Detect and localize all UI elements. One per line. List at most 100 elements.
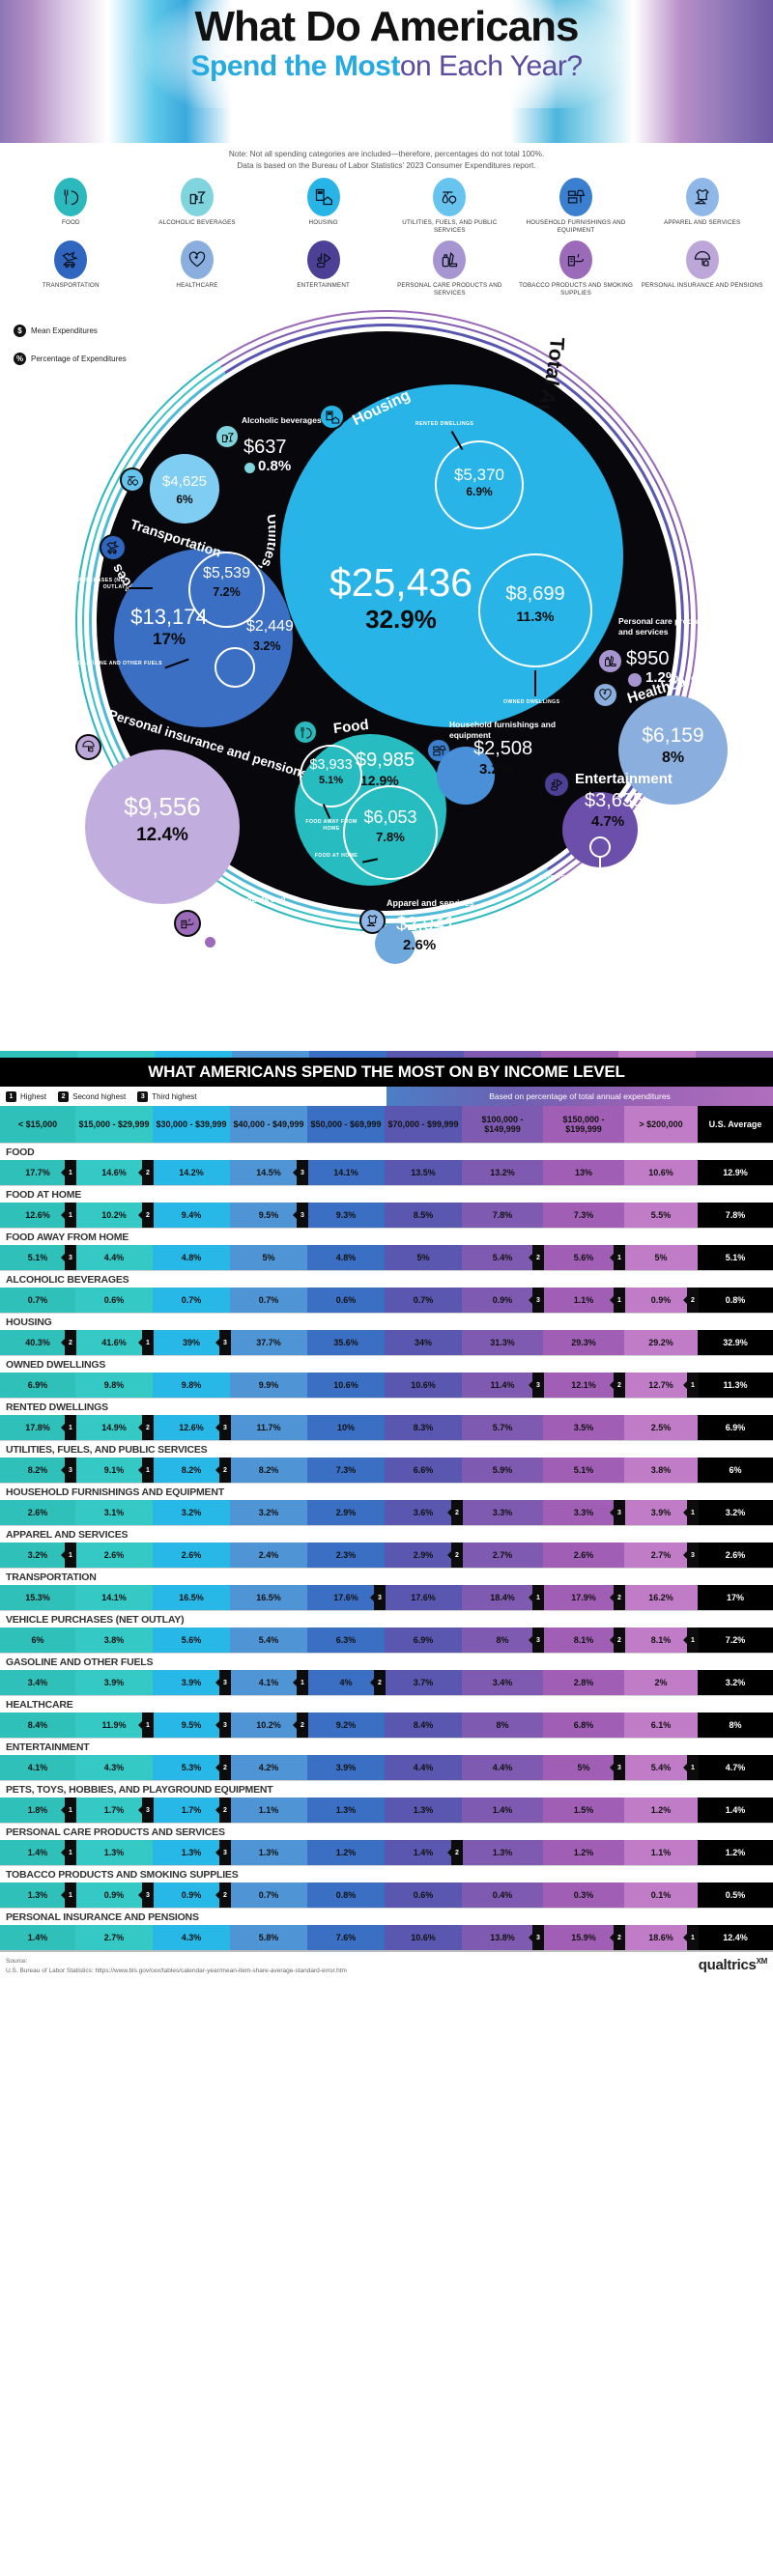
cell-value: 1.7% 3 bbox=[75, 1798, 154, 1824]
brand-name: qualtrics bbox=[698, 1957, 757, 1974]
table-top-color-strip bbox=[0, 1051, 773, 1059]
cell-value: 17.6% 3 bbox=[307, 1585, 386, 1611]
icon-legend-item-10[interactable]: TOBACCO PRODUCTS AND SMOKING SUPPLIES bbox=[513, 240, 640, 297]
cell-value: 11.9% 1 bbox=[75, 1713, 154, 1739]
icon-legend-item-6[interactable]: TRANSPORTATION bbox=[8, 240, 134, 297]
cell-value: 2.4% bbox=[230, 1543, 307, 1569]
fork-plate-icon bbox=[54, 177, 88, 216]
page-footer: Source: U.S. Bureau of Labor Statistics:… bbox=[0, 1950, 773, 1976]
row-label: FOOD AT HOME bbox=[6, 1189, 82, 1202]
rank-marker: 1 bbox=[65, 1543, 76, 1569]
icon-legend-item-5[interactable]: APPAREL AND SERVICES bbox=[639, 177, 765, 235]
cell-value: 4.8% bbox=[307, 1245, 385, 1271]
cell-value: 2% bbox=[624, 1670, 698, 1696]
icon-legend-item-9[interactable]: PERSONAL CARE PRODUCTS AND SERVICES bbox=[386, 240, 513, 297]
cell-value: 4.4% bbox=[462, 1755, 543, 1781]
bubble-food-home-label: FOOD AT HOME bbox=[314, 853, 358, 860]
rank-marker: 2 bbox=[142, 1415, 154, 1441]
rank-marker: 3 bbox=[532, 1925, 544, 1951]
icon-legend-label: HOUSEHOLD FURNISHINGS AND EQUIPMENT bbox=[526, 218, 626, 234]
cell-value: 1.3% bbox=[230, 1840, 307, 1866]
cell-value: 7.8% bbox=[462, 1203, 543, 1229]
rank-marker: 1 bbox=[532, 1585, 544, 1611]
cell-value: 2.6% bbox=[75, 1543, 153, 1569]
cell-value: 14.2% bbox=[153, 1160, 230, 1186]
rank-marker: 1 bbox=[614, 1245, 625, 1271]
cell-value: 1.4% bbox=[462, 1798, 543, 1824]
bubble-owned-dwellings[interactable] bbox=[478, 553, 592, 668]
pipe-cigarette-icon bbox=[559, 240, 593, 279]
cell-value: 1.8% 1 bbox=[0, 1798, 76, 1824]
bubble-food-away[interactable] bbox=[300, 745, 362, 808]
row-label: HOUSEHOLD FURNISHINGS AND EQUIPMENT bbox=[6, 1486, 224, 1499]
table-row: 1.3% 1 0.9% 3 0.9% 2 0.7% 0.8% 0.6% 0.4% 0.3% 0.1% 0… bbox=[0, 1882, 773, 1909]
cell-value: 2.6% bbox=[543, 1543, 624, 1569]
icon-legend-item-7[interactable]: HEALTHCARE bbox=[134, 240, 261, 297]
icon-legend-item-8[interactable]: ENTERTAINMENT bbox=[260, 240, 386, 297]
cell-value: 3.7% bbox=[385, 1670, 462, 1696]
rank-marker: 3 bbox=[532, 1628, 544, 1654]
column-header-0: < $15,000 bbox=[0, 1106, 75, 1144]
note-line-2: Data is based on the Bureau of Labor Sta… bbox=[237, 160, 536, 170]
cell-value: 12.1% 2 bbox=[543, 1373, 625, 1399]
bubble-personal-care-label: Personal care products and services bbox=[618, 616, 710, 637]
icon-legend-item-2[interactable]: HOUSING bbox=[260, 177, 386, 235]
table-section: HOUSEHOLD FURNISHINGS AND EQUIPMENT 2.6% 3… bbox=[0, 1483, 773, 1526]
owned-dwellings-leader bbox=[534, 670, 536, 697]
play-music-icon bbox=[543, 771, 570, 799]
page-header: What Do Americans Spend the Moston Each … bbox=[0, 0, 773, 143]
rank-marker: 3 bbox=[297, 1160, 308, 1186]
cell-value: 1.3% bbox=[307, 1798, 385, 1824]
table-section: OWNED DWELLINGS 6.9% 9.8% 9.8% 9.9% 10.6% 10.6… bbox=[0, 1355, 773, 1399]
bubble-personal-care-dot[interactable] bbox=[628, 673, 642, 688]
table-row: 4.1% 4.3% 5.3% 2 4.2% 3.9% 4.4% 4.4% 5% 3 5.4% 1 4.7… bbox=[0, 1755, 773, 1781]
apparel-text: Apparel and services bbox=[386, 898, 474, 909]
icon-legend-item-3[interactable]: UTILITIES, FUELS, AND PUBLIC SERVICES bbox=[386, 177, 513, 235]
column-header-3: $40,000 - $49,999 bbox=[230, 1106, 307, 1144]
cell-value: 0.3% bbox=[543, 1882, 624, 1909]
cell-value: 2.5% bbox=[624, 1415, 698, 1441]
bubble-rented-dwellings[interactable] bbox=[435, 440, 524, 530]
row-label: FOOD AWAY FROM HOME bbox=[6, 1231, 129, 1244]
cell-value: 8.1% 1 bbox=[624, 1628, 699, 1654]
bubble-pets-toys[interactable] bbox=[589, 836, 611, 859]
rank-legend-band: 1 Highest 2 Second highest 3 Third highe… bbox=[0, 1087, 773, 1107]
rank-marker: 2 bbox=[374, 1670, 386, 1696]
bubble-apparel[interactable] bbox=[375, 923, 415, 965]
bubble-tobacco-dot[interactable] bbox=[205, 937, 215, 948]
bubble-household-furnishings[interactable] bbox=[437, 747, 495, 806]
cell-value: 29.2% bbox=[624, 1330, 698, 1356]
row-label: GASOLINE AND OTHER FUELS bbox=[6, 1656, 154, 1669]
cell-value: 14.6% 2 bbox=[75, 1160, 154, 1186]
bubble-healthcare[interactable] bbox=[618, 695, 728, 806]
icon-legend-item-11[interactable]: PERSONAL INSURANCE AND PENSIONS bbox=[639, 240, 765, 297]
rank-marker: 1 bbox=[65, 1882, 76, 1909]
strip-segment bbox=[309, 1051, 386, 1059]
cell-us-average: 2.6% bbox=[698, 1543, 773, 1569]
table-row: 6% 3.8% 5.6% 5.4% 6.3% 6.9% 8% 3 8.1% 2 8.1% 1 7.2% bbox=[0, 1628, 773, 1654]
cell-value: 3.9% 1 bbox=[624, 1500, 699, 1526]
icon-legend-item-4[interactable]: HOUSEHOLD FURNISHINGS AND EQUIPMENT bbox=[513, 177, 640, 235]
rank-label-3: Third highest bbox=[152, 1091, 197, 1101]
bubble-alcohol-dot[interactable] bbox=[244, 463, 255, 474]
bubble-gasoline[interactable] bbox=[215, 647, 255, 689]
cell-value: 7.3% bbox=[543, 1203, 624, 1229]
legend-key-percent-label: Percentage of Expenditures bbox=[31, 354, 127, 364]
cell-us-average: 5.1% bbox=[698, 1245, 773, 1271]
bubble-housing[interactable] bbox=[280, 384, 623, 728]
icon-legend-item-1[interactable]: ALCOHOLIC BEVERAGES bbox=[134, 177, 261, 235]
icon-legend-label: UTILITIES, FUELS, AND PUBLIC SERVICES bbox=[402, 218, 498, 234]
bubble-food-home[interactable] bbox=[343, 785, 438, 881]
icon-legend-item-0[interactable]: FOOD bbox=[8, 177, 134, 235]
bubble-personal-insurance[interactable] bbox=[85, 750, 240, 905]
rank-badge-1: 1 bbox=[6, 1090, 16, 1102]
rank-marker: 3 bbox=[219, 1670, 231, 1696]
cell-value: 17.6% bbox=[385, 1585, 462, 1611]
cell-value: 4% 2 bbox=[307, 1670, 386, 1696]
rank-marker: 2 bbox=[219, 1755, 231, 1781]
bubble-utilities[interactable] bbox=[150, 454, 219, 524]
basis-note-text: Based on percentage of total annual expe… bbox=[489, 1091, 671, 1102]
bubble-vehicle-purchases[interactable] bbox=[188, 552, 265, 629]
note-line-1: Note: Not all spending categories are in… bbox=[228, 150, 545, 158]
cell-value: 9.8% bbox=[75, 1373, 153, 1399]
